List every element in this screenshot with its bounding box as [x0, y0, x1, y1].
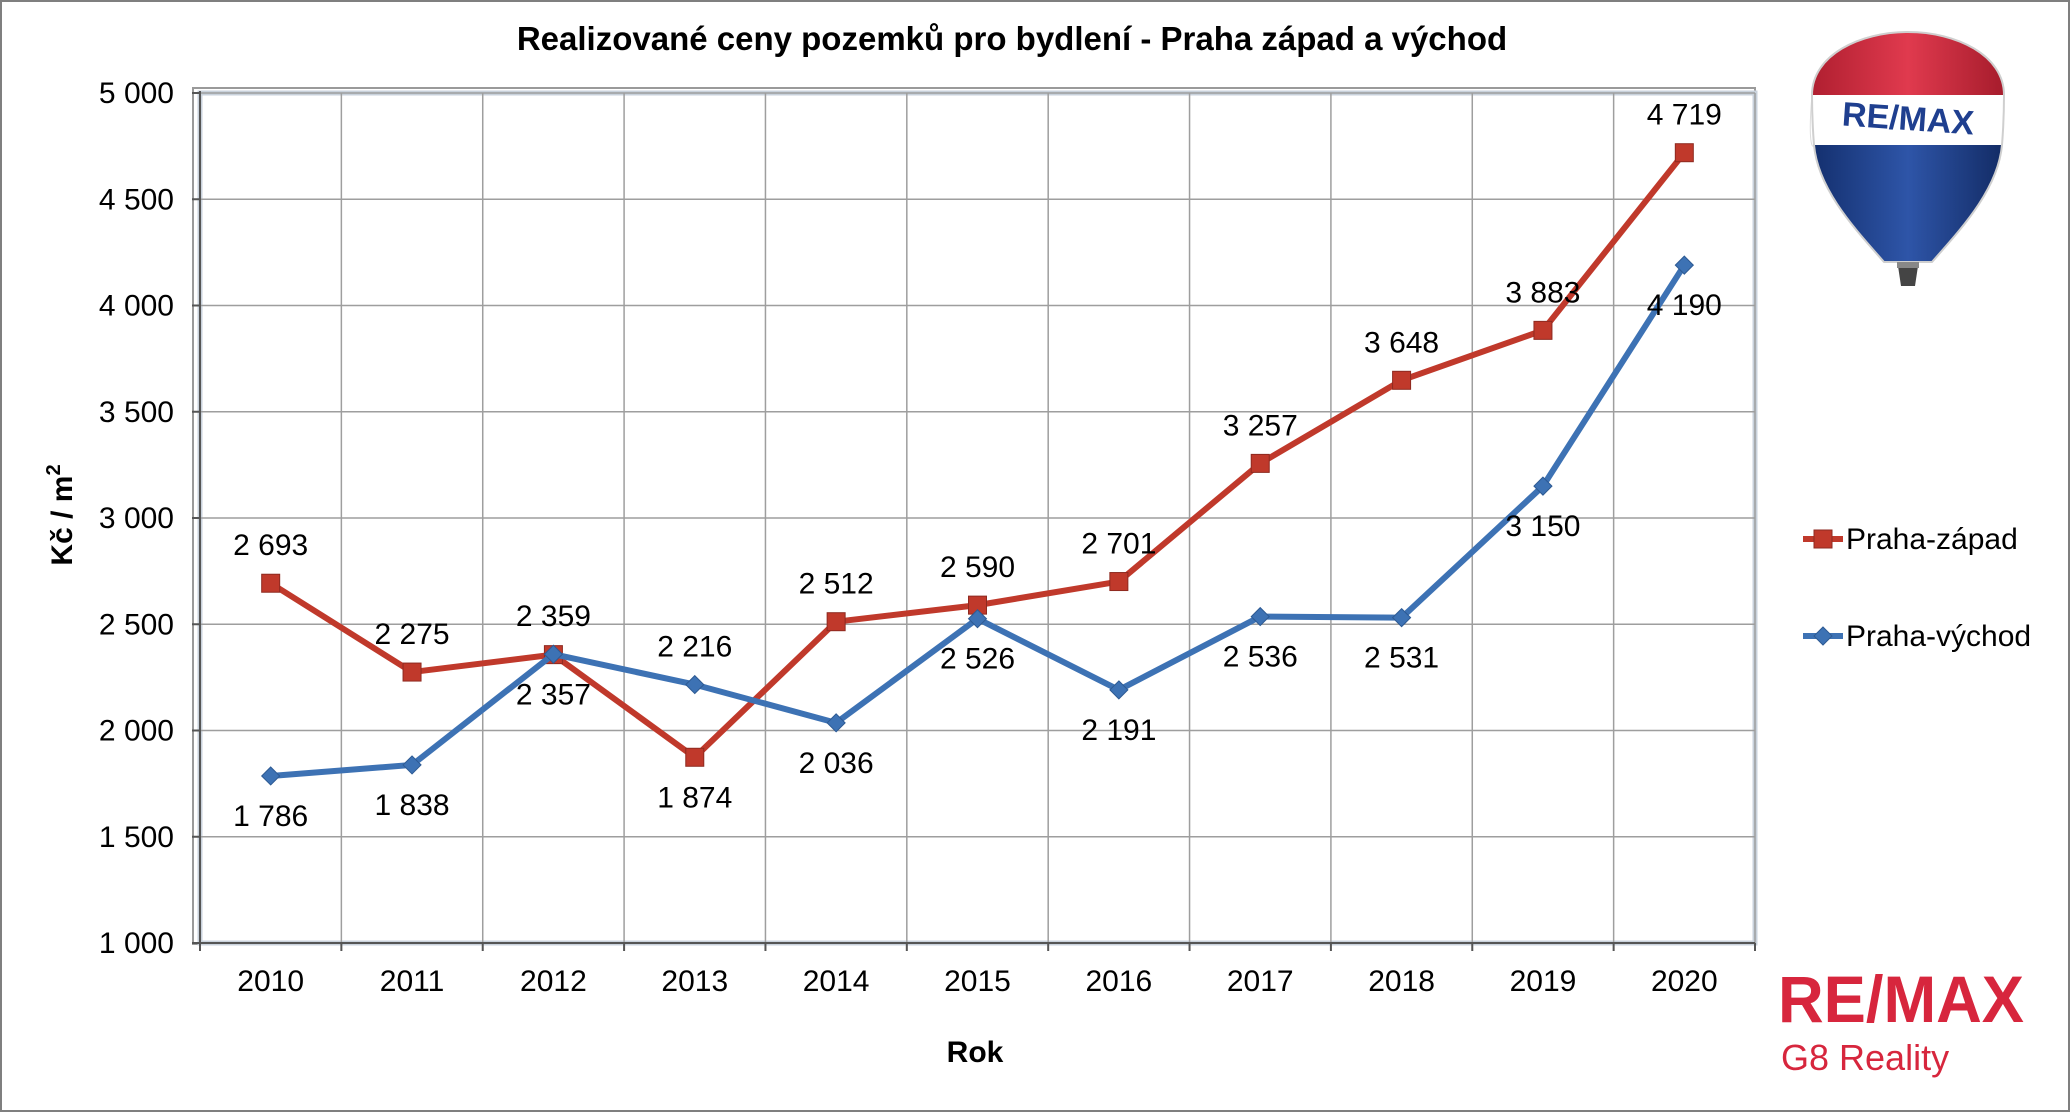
- y-axis-ticks: 1 000 1 500 2 000 2 500 3 000 3 500 4 000 4 500…: [99, 77, 200, 960]
- x-axis-ticks: 2010 2011 2012 2013 2014 2015 2016 2017 2018 2019…: [199, 943, 1756, 998]
- balloon-white-band: [1812, 95, 2004, 145]
- y-axis-title-superscript: 2: [43, 464, 65, 475]
- praha-vychod-data-label: 3 150: [1505, 510, 1580, 543]
- praha-zapad-marker: [1109, 572, 1129, 592]
- y-tick-label: 1 500: [99, 821, 174, 854]
- praha-zapad-marker: [1392, 370, 1412, 390]
- y-axis-title-main: Kč / m: [46, 476, 79, 566]
- y-tick-label: 1 000: [99, 927, 174, 960]
- x-tick-label: 2012: [520, 965, 587, 998]
- praha-zapad-data-label: 4 719: [1647, 99, 1722, 132]
- y-axis-title: Kč / m2: [43, 464, 79, 565]
- praha-zapad-data-label: 2 357: [516, 679, 591, 712]
- praha-zapad-data-label: 3 883: [1505, 276, 1580, 309]
- praha-zapad-data-label: 2 512: [799, 568, 874, 601]
- praha-vychod-marker: [1250, 606, 1270, 627]
- praha-vychod-data-label: 2 216: [657, 631, 732, 664]
- praha-vychod-marker: [1674, 255, 1695, 275]
- y-tick-label: 2 500: [99, 608, 174, 641]
- x-tick-label: 2011: [380, 965, 445, 998]
- x-tick-label: 2014: [803, 965, 870, 998]
- praha-vychod-data-label: 2 531: [1364, 642, 1439, 675]
- legend-marker-praha-zapad: [1813, 529, 1833, 549]
- praha-zapad-data-label: 2 590: [940, 551, 1015, 584]
- praha-zapad-marker: [402, 662, 422, 682]
- praha-zapad-marker: [1674, 143, 1694, 163]
- praha-vychod-marker: [967, 609, 988, 629]
- praha-zapad-marker: [826, 612, 846, 632]
- praha-zapad-data-label: 2 693: [233, 529, 308, 562]
- praha-vychod-data-label: 2 536: [1223, 641, 1298, 674]
- praha-zapad-marker: [1250, 453, 1270, 473]
- x-tick-label: 2010: [237, 965, 304, 998]
- praha-vychod-marker: [260, 766, 281, 786]
- praha-vychod-data-label: 2 359: [516, 600, 591, 633]
- x-tick-label: 2016: [1085, 965, 1152, 998]
- x-tick-label: 2018: [1368, 965, 1435, 998]
- praha-vychod-marker: [1109, 680, 1129, 700]
- y-tick-label: 4 000: [99, 290, 174, 323]
- remax-logo-subtext: G8 Reality: [1781, 1037, 1949, 1078]
- plot-area: [192, 87, 1756, 945]
- balloon-basket-band: [1897, 262, 1919, 268]
- praha-vychod-data-label: 2 191: [1081, 714, 1156, 747]
- praha-vychod-marker: [543, 644, 564, 664]
- praha-zapad-marker: [261, 573, 281, 593]
- remax-balloon-logo: RE/MAX: [1809, 30, 2006, 286]
- chart-title: Realizované ceny pozemků pro bydlení - P…: [517, 20, 1507, 57]
- y-tick-label: 4 500: [99, 183, 174, 216]
- praha-zapad-data-label: 3 648: [1364, 326, 1439, 359]
- praha-vychod-marker: [1533, 476, 1553, 496]
- praha-vychod-data-label: 2 526: [940, 643, 1015, 676]
- x-axis-title: Rok: [947, 1036, 1004, 1069]
- y-tick-label: 5 000: [99, 77, 174, 110]
- balloon-outline: [1810, 30, 2006, 263]
- x-tick-label: 2017: [1227, 965, 1294, 998]
- praha-zapad-marker: [685, 747, 705, 767]
- praha-vychod-data-label: 1 838: [375, 789, 450, 822]
- x-tick-label: 2015: [944, 965, 1011, 998]
- praha-vychod-data-label: 2 036: [799, 747, 874, 780]
- praha-vychod-marker: [685, 674, 705, 695]
- balloon-red-top: [1812, 32, 2004, 95]
- data-labels: 2 693 1 786 2 275 1 838 2 357 2 359 1 874 2 216…: [233, 99, 1722, 833]
- praha-zapad-data-label: 2 275: [375, 618, 450, 651]
- x-tick-label: 2013: [661, 965, 728, 998]
- x-tick-label: 2020: [1651, 965, 1718, 998]
- praha-zapad-data-label: 3 257: [1223, 409, 1298, 442]
- x-tick-label: 2019: [1510, 965, 1577, 998]
- praha-zapad-data-label: 2 701: [1081, 528, 1156, 561]
- praha-vychod-data-label: 1 786: [233, 800, 308, 833]
- balloon-blue-bottom: [1814, 145, 2002, 262]
- y-tick-label: 3 000: [99, 502, 174, 535]
- praha-vychod-marker: [826, 713, 846, 733]
- balloon-basket: [1898, 266, 1918, 286]
- praha-vychod-marker: [1391, 607, 1412, 628]
- legend: Praha-západ Praha-východ: [1803, 523, 2031, 653]
- praha-vychod-marker: [402, 755, 422, 775]
- y-tick-label: 2 000: [99, 715, 174, 748]
- praha-zapad-data-label: 1 874: [657, 781, 732, 814]
- praha-vychod-data-label: 4 190: [1647, 289, 1722, 322]
- praha-zapad-marker: [1533, 320, 1553, 340]
- legend-marker-praha-vychod: [1813, 626, 1833, 646]
- balloon-logo-text: RE/MAX: [1841, 95, 1976, 142]
- y-tick-label: 3 500: [99, 396, 174, 429]
- legend-label-praha-vychod: Praha-východ: [1846, 620, 2031, 653]
- remax-logo-text: RE/MAX: [1778, 962, 2024, 1036]
- legend-label-praha-zapad: Praha-západ: [1846, 523, 2018, 556]
- series-layer: [260, 143, 1695, 786]
